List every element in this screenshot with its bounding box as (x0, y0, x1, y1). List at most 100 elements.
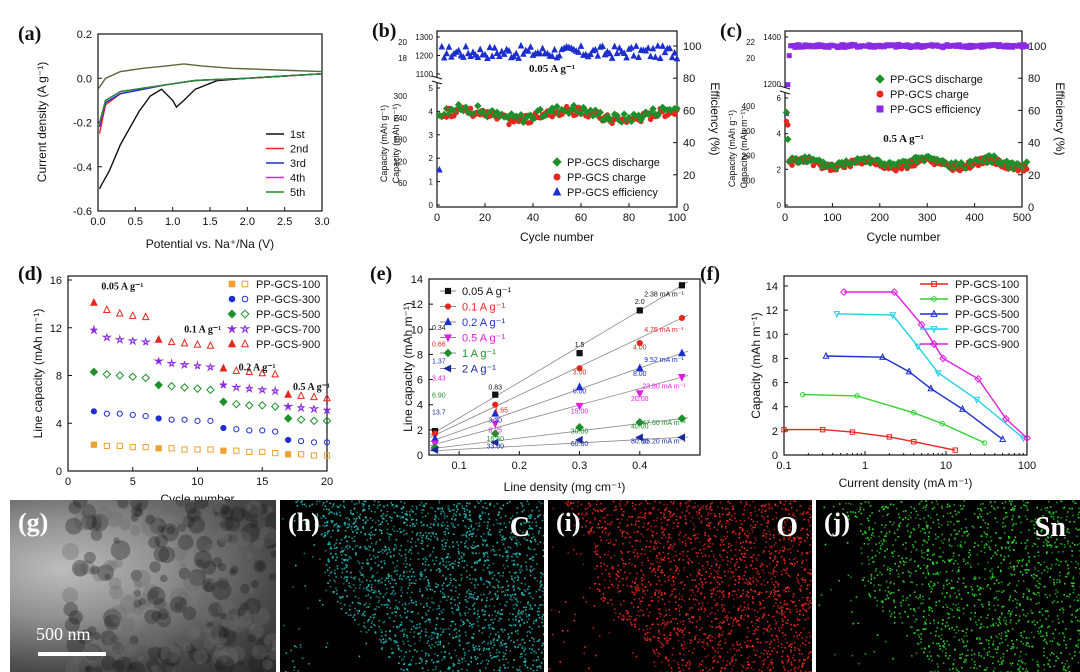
eds-dot (409, 619, 411, 622)
eds-dot (649, 540, 652, 542)
eds-dot (527, 601, 529, 603)
y-tick-label: 3 (429, 131, 434, 140)
legend-marker (931, 296, 937, 302)
eds-dot (443, 512, 446, 515)
eds-dot (722, 596, 725, 598)
eds-dot (482, 583, 485, 585)
eds-dot (774, 504, 777, 506)
eds-dot (805, 512, 808, 514)
eds-dot (465, 526, 467, 528)
eds-dot (541, 651, 543, 654)
eds-dot (432, 559, 434, 562)
eds-dot (337, 525, 340, 527)
eds-dot (721, 581, 724, 583)
eds-dot (728, 584, 730, 587)
eds-dot (732, 624, 734, 627)
eds-dot (742, 608, 745, 611)
eds-dot (588, 667, 590, 670)
eds-dot (367, 629, 370, 631)
eds-dot (485, 580, 488, 582)
eds-dot (515, 630, 517, 632)
eds-dot (324, 571, 326, 574)
rate-label: 0.05 A g⁻¹ (101, 282, 143, 293)
eds-dot (653, 519, 655, 522)
eds-dot (663, 514, 665, 516)
eds-dot (767, 521, 770, 524)
eds-dot (433, 632, 436, 635)
eds-dot (793, 593, 795, 595)
eds-dot (605, 527, 607, 530)
eds-dot (774, 627, 777, 630)
eds-dot (598, 634, 601, 637)
eds-dot (762, 615, 765, 618)
rate-point (154, 380, 163, 390)
eds-dot (708, 522, 710, 525)
tem-grain (176, 500, 195, 512)
tem-grain (146, 658, 160, 672)
eds-dot (352, 522, 355, 525)
eds-dot (439, 569, 441, 571)
tem-grain (182, 515, 195, 528)
eds-dot (750, 547, 753, 549)
eds-dot (346, 559, 349, 562)
eds-dot (765, 597, 768, 599)
eds-dot (425, 576, 427, 578)
eds-dot (499, 666, 501, 669)
eds-dot (745, 608, 747, 611)
left-value-label: 6.90 (432, 393, 446, 400)
x-tick-label: 0 (65, 476, 71, 488)
eds-dot (717, 575, 719, 578)
tem-grain (113, 618, 121, 626)
eds-dot (799, 610, 801, 612)
eds-dot (333, 544, 336, 546)
eds-dot (346, 547, 349, 550)
tem-grain (223, 533, 233, 543)
eds-dot (697, 505, 699, 508)
eds-dot (788, 533, 790, 535)
eds-dot (569, 504, 571, 506)
eds-dot (383, 641, 385, 643)
capacity-point (981, 440, 988, 446)
eds-dot (329, 502, 331, 505)
eds-dot (541, 616, 543, 618)
eds-dot (422, 534, 424, 537)
eds-dot (738, 549, 741, 552)
efficiency-point (496, 52, 503, 59)
eds-dot (781, 614, 783, 616)
eds-dot (799, 536, 801, 539)
tem-grain (230, 565, 239, 574)
eds-dot (512, 536, 514, 538)
eds-dot (665, 639, 668, 642)
eds-dot (480, 662, 482, 665)
eds-dot (593, 605, 596, 607)
eds-dot (395, 505, 397, 508)
eds-dot (349, 586, 352, 589)
eds-dot (488, 593, 490, 595)
eds-dot (421, 650, 423, 652)
eds-dot (530, 606, 532, 608)
tem-grain (68, 501, 82, 515)
eds-dot (588, 530, 591, 533)
eds-dot (522, 610, 524, 613)
eds-dot (500, 618, 502, 620)
tem-grain (110, 635, 119, 644)
eds-dot (370, 566, 372, 569)
eds-dot (742, 665, 744, 667)
eds-dot (388, 600, 390, 602)
eds-dot (478, 552, 481, 555)
eds-dot (348, 524, 350, 527)
efficiency-point (1024, 43, 1030, 49)
eds-dot (665, 614, 667, 616)
x-tick-label: 2.0 (240, 216, 255, 228)
eds-dot (389, 516, 391, 518)
eds-dot (425, 634, 427, 637)
eds-dot (531, 509, 533, 512)
eds-dot (350, 512, 352, 514)
eds-dot (430, 506, 432, 509)
eds-dot (795, 608, 798, 610)
eds-dot (678, 559, 680, 561)
eds-dot (460, 541, 463, 543)
legend-marker (552, 157, 562, 167)
tem-grain (81, 504, 97, 520)
legend-marker (875, 74, 885, 84)
